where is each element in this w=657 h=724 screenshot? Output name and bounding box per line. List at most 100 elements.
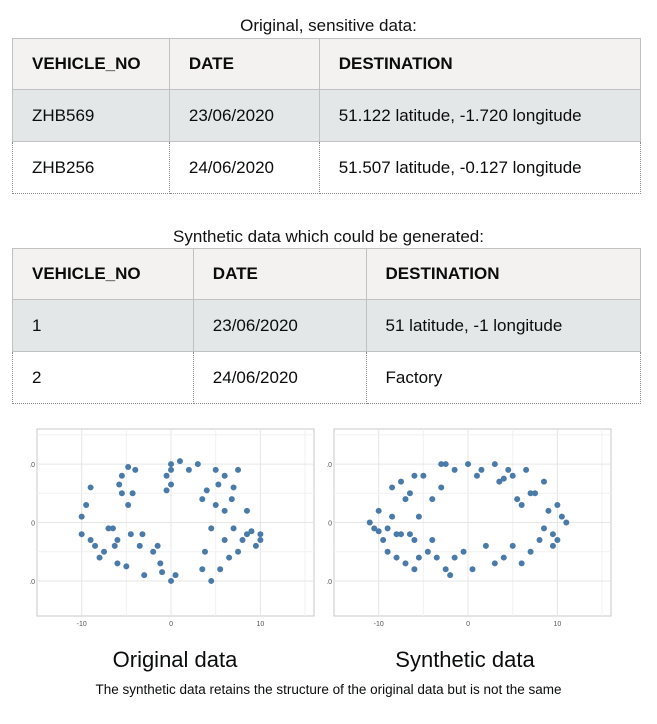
scatter-point (243, 531, 250, 538)
scatter-point (375, 528, 382, 535)
scatter-point (389, 513, 396, 520)
scatter-point (212, 501, 219, 508)
original-data-scatter-plot: 10 0 10 -10 0 10 (30, 428, 315, 628)
scatter-point (111, 542, 118, 549)
scatter-point (257, 537, 264, 544)
scatter-point (203, 487, 210, 494)
scatter-point (411, 537, 418, 544)
scatter-point (424, 548, 431, 555)
scatter-point (509, 542, 516, 549)
scatter-point (105, 525, 112, 532)
scatter-point (125, 501, 132, 508)
table-cell: 24/06/2020 (192, 351, 367, 404)
scatter-point (78, 513, 85, 520)
scatter-point (141, 572, 148, 579)
scatter-point (527, 548, 534, 555)
scatter-point (154, 542, 161, 549)
column-header-date: DATE (192, 248, 367, 300)
scatter-point (402, 496, 409, 503)
scatter-point (514, 496, 521, 503)
original-table-caption: Original, sensitive data: (240, 16, 417, 35)
column-header-vehicle-no: VEHICLE_NO (12, 248, 194, 300)
scatter-point (398, 531, 405, 538)
scatter-point (380, 537, 387, 544)
column-header-destination: DESTINATION (365, 248, 642, 300)
scatter-point (496, 478, 503, 485)
scatter-point (384, 548, 391, 555)
scatter-point (465, 461, 472, 468)
y-tick-label: 10 (30, 462, 35, 469)
scatter-point (393, 554, 400, 561)
scatter-point (235, 466, 242, 473)
scatter-point (87, 484, 94, 491)
x-tick-label: 0 (466, 621, 470, 628)
y-tick-label: 0 (328, 521, 332, 528)
x-tick-label: 10 (553, 621, 561, 628)
scatter-point (139, 531, 146, 538)
table-cell: 51.507 latitude, -0.127 longitude (318, 141, 642, 194)
synthetic-plot-title: Synthetic data (395, 647, 535, 672)
scatter-point (101, 548, 108, 555)
scatter-point (536, 537, 543, 544)
column-header-date: DATE (168, 38, 320, 90)
scatter-point (366, 519, 373, 526)
scatter-point (230, 484, 237, 491)
scatter-point (228, 496, 235, 503)
table-cell: 23/06/2020 (192, 299, 367, 352)
scatter-point (406, 531, 413, 538)
scatter-point (87, 537, 94, 544)
scatter-point (208, 525, 215, 532)
scatter-point (451, 466, 458, 473)
scatter-point (239, 537, 246, 544)
scatter-point (558, 513, 565, 520)
scatter-point (411, 472, 418, 479)
scatter-point (491, 560, 498, 567)
scatter-point (500, 554, 507, 561)
footnote: The synthetic data retains the structure… (95, 682, 562, 697)
scatter-point (176, 458, 183, 465)
scatter-point (523, 466, 530, 473)
x-tick-label: -10 (374, 621, 384, 628)
table-cell: 24/06/2020 (168, 141, 320, 194)
scatter-point (235, 548, 242, 555)
scatter-point (527, 490, 534, 497)
scatter-point (505, 466, 512, 473)
scatter-point (226, 554, 233, 561)
scatter-point (532, 490, 539, 497)
synthetic-table-caption: Synthetic data which could be generated: (173, 227, 484, 246)
scatter-point (230, 525, 237, 532)
scatter-point (438, 461, 445, 468)
scatter-point (129, 490, 136, 497)
scatter-point (168, 466, 175, 473)
column-header-destination: DESTINATION (318, 38, 642, 90)
scatter-point (549, 542, 556, 549)
scatter-point (201, 548, 208, 555)
scatter-point (478, 466, 485, 473)
scatter-point (442, 461, 449, 468)
table-cell: Factory (365, 351, 642, 404)
scatter-point (491, 461, 498, 468)
scatter-point (159, 569, 166, 576)
scatter-point (136, 542, 143, 549)
scatter-point (554, 501, 561, 508)
scatter-point (549, 531, 556, 538)
scatter-point (157, 560, 164, 567)
scatter-point (406, 490, 413, 497)
scatter-point (168, 481, 175, 488)
original-plot-title: Original data (112, 647, 238, 672)
scatter-point (482, 542, 489, 549)
scatter-point (540, 525, 547, 532)
table-cell: 23/06/2020 (168, 89, 320, 142)
scatter-point (114, 537, 121, 544)
y-tick-label: 0 (31, 521, 35, 528)
table-cell: ZHB256 (12, 141, 170, 194)
scatter-point (257, 531, 264, 538)
y-tick-label: 10 (327, 579, 332, 586)
scatter-point (118, 490, 125, 497)
scatter-point (540, 478, 547, 485)
scatter-point (217, 566, 224, 573)
scatter-point (243, 507, 250, 514)
scatter-point (78, 531, 85, 538)
scatter-point (389, 484, 396, 491)
scatter-point (212, 466, 219, 473)
